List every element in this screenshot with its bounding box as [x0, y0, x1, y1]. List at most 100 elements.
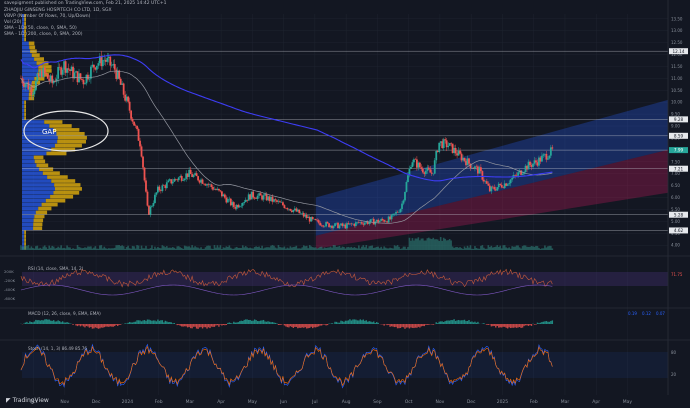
volume-bar	[87, 246, 89, 250]
candle-body	[23, 83, 25, 87]
macd-histogram-bar	[407, 324, 409, 328]
macd-histogram-bar	[312, 324, 314, 329]
macd-histogram-bar	[178, 324, 180, 325]
candle-body	[407, 175, 409, 183]
volume-bar	[316, 248, 318, 250]
macd-histogram-bar	[64, 322, 67, 324]
candle-body	[533, 160, 536, 164]
candle-body	[357, 222, 360, 223]
volume-bar	[210, 248, 213, 250]
volume-bar	[425, 240, 427, 250]
candle-body	[302, 213, 305, 217]
macd-histogram-bar	[163, 322, 165, 324]
candle-body	[252, 191, 255, 198]
indicator-sma200[interactable]: SMA - 1D (200, close, 0, SMA, 200)	[4, 32, 83, 37]
macd-histogram-bar	[499, 324, 501, 328]
candle-body	[377, 219, 380, 223]
candle-body	[450, 143, 453, 144]
candle-body	[423, 172, 426, 175]
candle-body	[137, 129, 140, 141]
candle-body	[417, 162, 420, 168]
candle-body	[535, 160, 537, 163]
symbol-line[interactable]: ZHAOJIU GINSENG HOSPITECH CO LTD, 1D, SG…	[4, 8, 112, 13]
macd-histogram-bar	[505, 324, 507, 328]
macd-histogram-bar	[218, 324, 220, 327]
macd-histogram-bar	[475, 322, 478, 324]
volume-bar	[99, 245, 101, 250]
candle-body	[119, 78, 122, 85]
volume-bar	[392, 248, 394, 250]
macd-histogram-bar	[460, 320, 463, 324]
candle-body	[270, 196, 272, 201]
volume-bar	[454, 247, 457, 250]
volume-profile-down	[54, 183, 81, 187]
sma200-line	[20, 54, 553, 182]
macd-histogram-bar	[457, 319, 460, 324]
macd-histogram-bar	[239, 321, 241, 324]
volume-bar	[240, 247, 243, 250]
macd-histogram-bar	[358, 320, 360, 324]
candle-body	[279, 201, 281, 203]
volume-bar	[524, 245, 527, 250]
macd-histogram-bar	[258, 321, 260, 324]
volume-bar	[20, 245, 22, 250]
macd-histogram-bar	[313, 324, 315, 328]
macd-histogram-bar	[38, 320, 40, 324]
volume-profile-up	[22, 120, 45, 124]
candle-body	[229, 198, 232, 206]
candle-body	[401, 203, 403, 209]
candle-body	[463, 157, 466, 161]
candle-body	[177, 177, 180, 181]
price-tick-label: 9.50	[671, 112, 680, 117]
time-tick-label: Aug	[342, 399, 351, 405]
candle-body	[90, 66, 92, 79]
macd-histogram-bar	[395, 324, 397, 327]
candle-body	[210, 184, 213, 187]
macd-histogram-bar	[236, 322, 238, 324]
candle-body	[249, 194, 252, 200]
volume-profile-up	[22, 132, 57, 136]
volume-profile-up	[22, 171, 43, 175]
volume-bar	[246, 247, 249, 250]
candle-body	[188, 169, 191, 177]
candle-body	[261, 195, 263, 200]
macd-histogram-bar	[145, 320, 147, 324]
indicator-sma50[interactable]: SMA - 1D (50, close, 0, SMA, 50)	[4, 26, 77, 31]
indicator-vbvp[interactable]: VBVP (Number Of Rows, 70, Up/Down)	[4, 14, 91, 19]
volume-bar	[152, 248, 155, 250]
volume-bar	[497, 246, 500, 250]
macd-histogram-bar	[85, 324, 88, 327]
volume-bar	[192, 247, 195, 250]
macd-histogram-bar	[209, 324, 211, 329]
candle-body	[456, 153, 458, 156]
volume-bar	[489, 247, 491, 250]
volume-bar	[54, 248, 56, 250]
candle-body	[45, 73, 48, 75]
macd-histogram-bar	[277, 324, 280, 325]
macd-histogram-bar	[261, 320, 263, 324]
volume-bar	[48, 245, 51, 250]
volume-profile-down	[33, 155, 44, 160]
macd-histogram-bar	[285, 324, 287, 327]
volume-bar	[511, 246, 513, 250]
macd-histogram-bar	[136, 320, 138, 324]
volume-bar	[171, 247, 174, 250]
macd-histogram-bar	[301, 324, 303, 328]
volume-bar	[359, 248, 362, 250]
candle-body	[497, 183, 500, 188]
volume-bar	[344, 248, 347, 250]
volume-bar	[314, 247, 317, 250]
volume-bar	[195, 247, 198, 250]
candle-body	[475, 166, 478, 167]
candle-body	[465, 160, 467, 166]
candle-body	[209, 184, 211, 185]
tradingview-logo[interactable]: ◤ TradingView	[6, 397, 49, 404]
volume-bar	[93, 247, 95, 250]
macd-histogram-bar	[419, 324, 421, 328]
macd-histogram-bar	[169, 322, 171, 324]
indicator-vol[interactable]: Vol (20)	[4, 20, 22, 25]
macd-histogram-bar	[273, 322, 275, 324]
candle-body	[76, 71, 79, 83]
macd-histogram-bar	[423, 324, 426, 327]
